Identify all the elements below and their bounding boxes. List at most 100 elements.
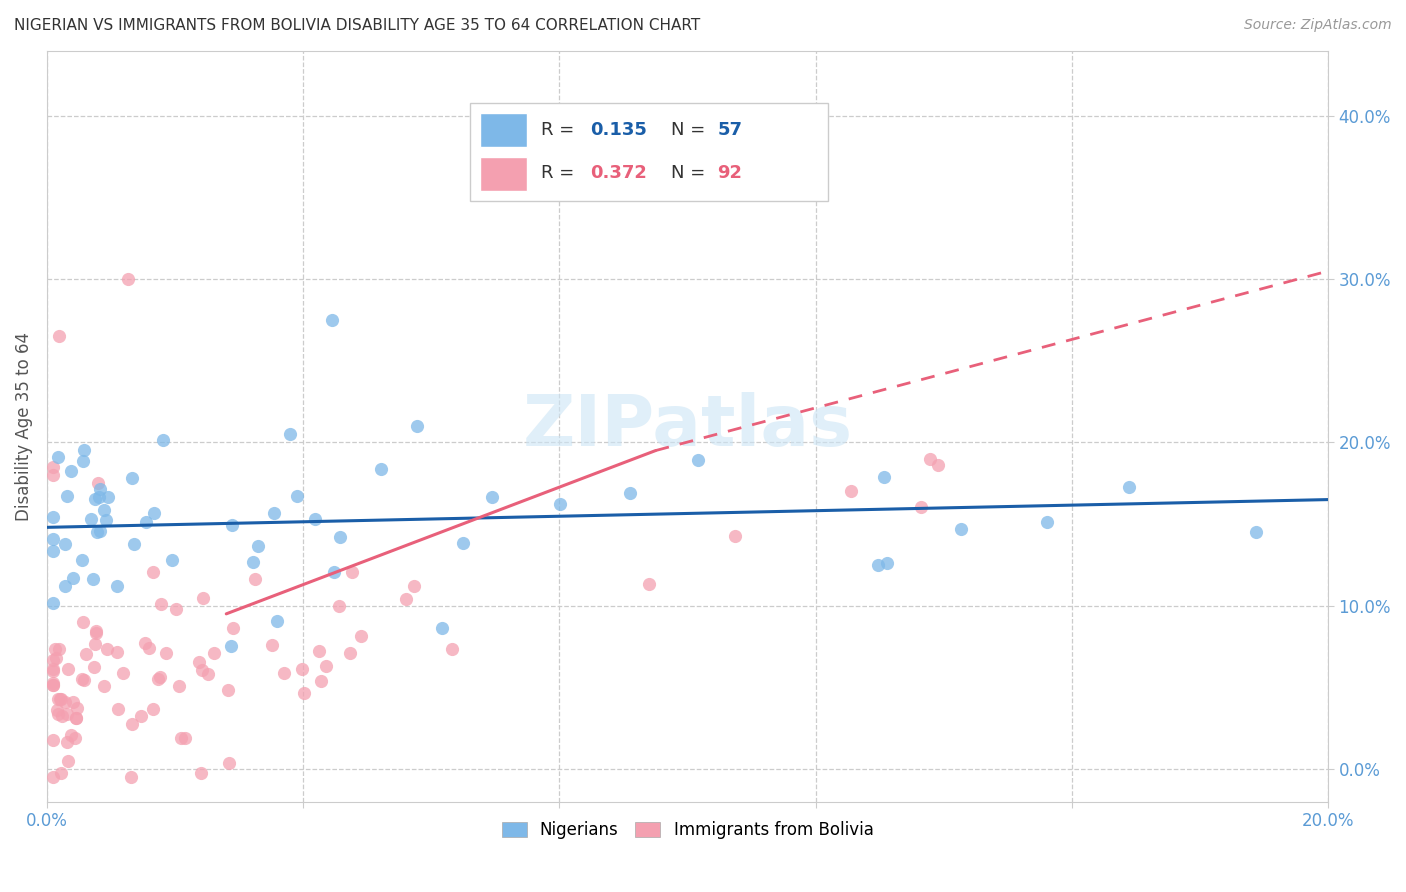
- Point: [321, 313, 343, 327]
- Point: [65, 711, 87, 725]
- Point: [80, 512, 103, 526]
- Point: [1244, 524, 1267, 539]
- Point: [263, 506, 285, 520]
- Point: [87, 476, 110, 491]
- Point: [60, 728, 83, 742]
- Point: [42, 532, 65, 546]
- Point: [117, 272, 139, 286]
- Point: [93, 679, 115, 693]
- Point: [440, 641, 463, 656]
- Point: [51, 709, 73, 723]
- Point: [97, 491, 120, 505]
- Point: [42, 770, 65, 784]
- Point: [395, 591, 418, 606]
- Point: [167, 680, 190, 694]
- Point: [93, 503, 115, 517]
- Point: [927, 458, 949, 473]
- Point: [46, 703, 69, 717]
- Point: [339, 646, 361, 660]
- Point: [432, 621, 454, 635]
- Point: [219, 640, 242, 654]
- Point: [120, 770, 142, 784]
- Point: [138, 641, 160, 656]
- Point: [84, 491, 107, 506]
- Point: [217, 683, 239, 698]
- Point: [70, 672, 93, 686]
- Point: [42, 653, 65, 667]
- Point: [370, 462, 392, 476]
- Point: [49, 692, 72, 706]
- Point: [165, 602, 187, 616]
- Point: [42, 678, 65, 692]
- Point: [45, 651, 67, 665]
- Point: [273, 666, 295, 681]
- Point: [42, 468, 65, 483]
- Point: [42, 665, 65, 679]
- Point: [84, 626, 107, 640]
- Point: [42, 459, 65, 474]
- Point: [141, 702, 163, 716]
- Point: [135, 515, 157, 529]
- Point: [170, 731, 193, 745]
- Point: [53, 579, 76, 593]
- Point: [328, 599, 350, 613]
- Point: [42, 733, 65, 747]
- Point: [121, 717, 143, 731]
- Point: [246, 539, 269, 553]
- Point: [72, 454, 94, 468]
- Point: [304, 511, 326, 525]
- Point: [315, 659, 337, 673]
- Point: [191, 591, 214, 605]
- Point: [222, 621, 245, 635]
- Point: [73, 443, 96, 458]
- Point: [48, 706, 70, 721]
- Point: [131, 709, 153, 723]
- Point: [121, 471, 143, 485]
- Point: [56, 706, 79, 721]
- Point: [42, 510, 65, 524]
- Point: [188, 656, 211, 670]
- Point: [86, 524, 108, 539]
- Point: [402, 578, 425, 592]
- Point: [44, 641, 66, 656]
- Point: [839, 484, 862, 499]
- Text: Source: ZipAtlas.com: Source: ZipAtlas.com: [1244, 18, 1392, 32]
- Point: [868, 558, 890, 572]
- Point: [550, 497, 572, 511]
- Point: [56, 662, 79, 676]
- Point: [96, 512, 118, 526]
- Point: [309, 673, 332, 688]
- Point: [160, 552, 183, 566]
- Point: [48, 329, 70, 343]
- Point: [920, 451, 942, 466]
- Point: [260, 639, 283, 653]
- Point: [42, 676, 65, 690]
- Point: [637, 576, 659, 591]
- Point: [75, 647, 97, 661]
- Point: [142, 507, 165, 521]
- Point: [323, 565, 346, 579]
- Point: [89, 483, 111, 497]
- Point: [1036, 515, 1059, 529]
- Point: [876, 556, 898, 570]
- Point: [910, 500, 932, 514]
- Point: [451, 536, 474, 550]
- Legend: Nigerians, Immigrants from Bolivia: Nigerians, Immigrants from Bolivia: [495, 814, 880, 846]
- Point: [278, 427, 301, 442]
- Point: [70, 553, 93, 567]
- Point: [83, 637, 105, 651]
- Point: [950, 522, 973, 536]
- Point: [724, 528, 747, 542]
- Point: [202, 646, 225, 660]
- Point: [87, 491, 110, 505]
- Point: [124, 536, 146, 550]
- Point: [149, 670, 172, 684]
- Point: [46, 691, 69, 706]
- Text: NIGERIAN VS IMMIGRANTS FROM BOLIVIA DISABILITY AGE 35 TO 64 CORRELATION CHART: NIGERIAN VS IMMIGRANTS FROM BOLIVIA DISA…: [14, 18, 700, 33]
- Point: [53, 695, 76, 709]
- Point: [197, 666, 219, 681]
- Point: [329, 530, 352, 544]
- Point: [190, 663, 212, 677]
- Point: [174, 731, 197, 746]
- Point: [688, 453, 710, 467]
